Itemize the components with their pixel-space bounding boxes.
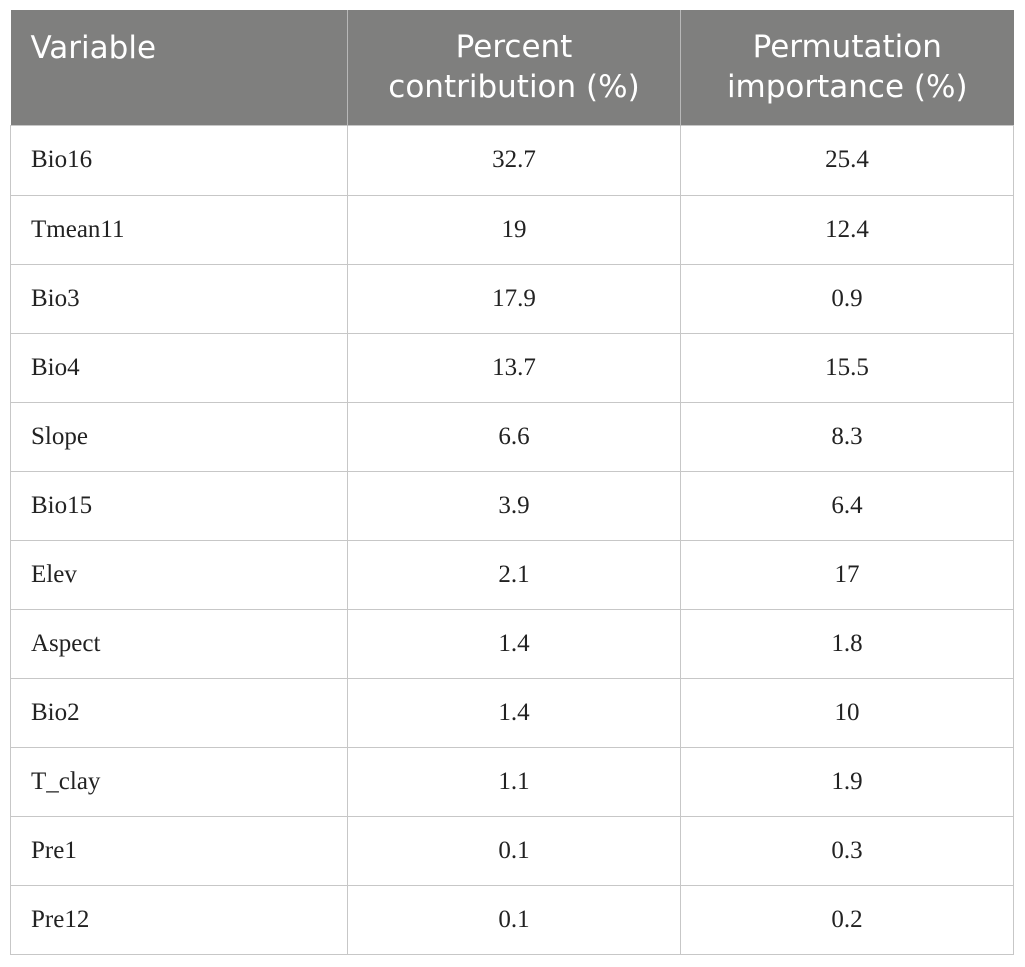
header-permutation-line2: importance (%) xyxy=(726,69,968,106)
cell-percent-contribution: 1.4 xyxy=(347,677,681,748)
cell-variable: Bio3 xyxy=(10,263,348,334)
table-body: Bio16 32.7 25.4 Tmean11 19 12.4 Bio3 17.9 0.9 Bio… xyxy=(10,124,1014,955)
cell-percent-contribution: 17.9 xyxy=(347,263,681,334)
cell-variable: Slope xyxy=(10,401,348,472)
table-row: Elev 2.1 17 xyxy=(10,539,1014,610)
cell-variable: Tmean11 xyxy=(10,194,348,265)
header-variable: Variable xyxy=(10,10,348,125)
cell-permutation-importance: 8.3 xyxy=(680,401,1014,472)
header-row: Variable Percent contribution (%) Permut… xyxy=(10,10,1014,125)
table-row: Aspect 1.4 1.8 xyxy=(10,608,1014,679)
table-row: Bio4 13.7 15.5 xyxy=(10,332,1014,403)
cell-permutation-importance: 0.9 xyxy=(680,263,1014,334)
cell-percent-contribution: 13.7 xyxy=(347,332,681,403)
table-row: Tmean11 19 12.4 xyxy=(10,194,1014,265)
cell-variable: Bio16 xyxy=(10,124,348,196)
header-variable-label: Variable xyxy=(30,30,157,66)
table-row: Bio2 1.4 10 xyxy=(10,677,1014,748)
cell-variable: Bio2 xyxy=(10,677,348,748)
table-row: Bio16 32.7 25.4 xyxy=(10,124,1014,196)
cell-percent-contribution: 0.1 xyxy=(347,884,681,955)
variable-contribution-table: Variable Percent contribution (%) Permut… xyxy=(10,10,1014,955)
cell-percent-contribution: 6.6 xyxy=(347,401,681,472)
cell-permutation-importance: 0.2 xyxy=(680,884,1014,955)
cell-percent-contribution: 1.1 xyxy=(347,746,681,817)
data-table-container: Variable Percent contribution (%) Permut… xyxy=(10,10,1014,955)
header-percent-contribution: Percent contribution (%) xyxy=(347,10,681,125)
header-percent-line1: Percent xyxy=(455,29,573,66)
table-row: Slope 6.6 8.3 xyxy=(10,401,1014,472)
header-permutation-importance: Permutation importance (%) xyxy=(680,10,1014,125)
cell-percent-contribution: 0.1 xyxy=(347,815,681,886)
cell-percent-contribution: 1.4 xyxy=(347,608,681,679)
cell-variable: Elev xyxy=(10,539,348,610)
table-row: Bio3 17.9 0.9 xyxy=(10,263,1014,334)
table-row: T_clay 1.1 1.9 xyxy=(10,746,1014,817)
cell-percent-contribution: 2.1 xyxy=(347,539,681,610)
cell-permutation-importance: 25.4 xyxy=(680,124,1014,196)
cell-permutation-importance: 15.5 xyxy=(680,332,1014,403)
cell-permutation-importance: 6.4 xyxy=(680,470,1014,541)
cell-variable: Pre12 xyxy=(10,884,348,955)
cell-variable: T_clay xyxy=(10,746,348,817)
table-row: Pre12 0.1 0.2 xyxy=(10,884,1014,955)
cell-percent-contribution: 19 xyxy=(347,194,681,265)
header-permutation-line1: Permutation xyxy=(752,29,942,66)
cell-variable: Bio15 xyxy=(10,470,348,541)
cell-variable: Aspect xyxy=(10,608,348,679)
cell-permutation-importance: 17 xyxy=(680,539,1014,610)
table-row: Pre1 0.1 0.3 xyxy=(10,815,1014,886)
cell-permutation-importance: 0.3 xyxy=(680,815,1014,886)
cell-permutation-importance: 12.4 xyxy=(680,194,1014,265)
cell-percent-contribution: 3.9 xyxy=(347,470,681,541)
cell-permutation-importance: 1.9 xyxy=(680,746,1014,817)
table-row: Bio15 3.9 6.4 xyxy=(10,470,1014,541)
cell-permutation-importance: 1.8 xyxy=(680,608,1014,679)
cell-variable: Pre1 xyxy=(10,815,348,886)
table-header: Variable Percent contribution (%) Permut… xyxy=(10,10,1014,125)
cell-permutation-importance: 10 xyxy=(680,677,1014,748)
cell-percent-contribution: 32.7 xyxy=(347,124,681,196)
header-percent-line2: contribution (%) xyxy=(388,69,640,106)
cell-variable: Bio4 xyxy=(10,332,348,403)
